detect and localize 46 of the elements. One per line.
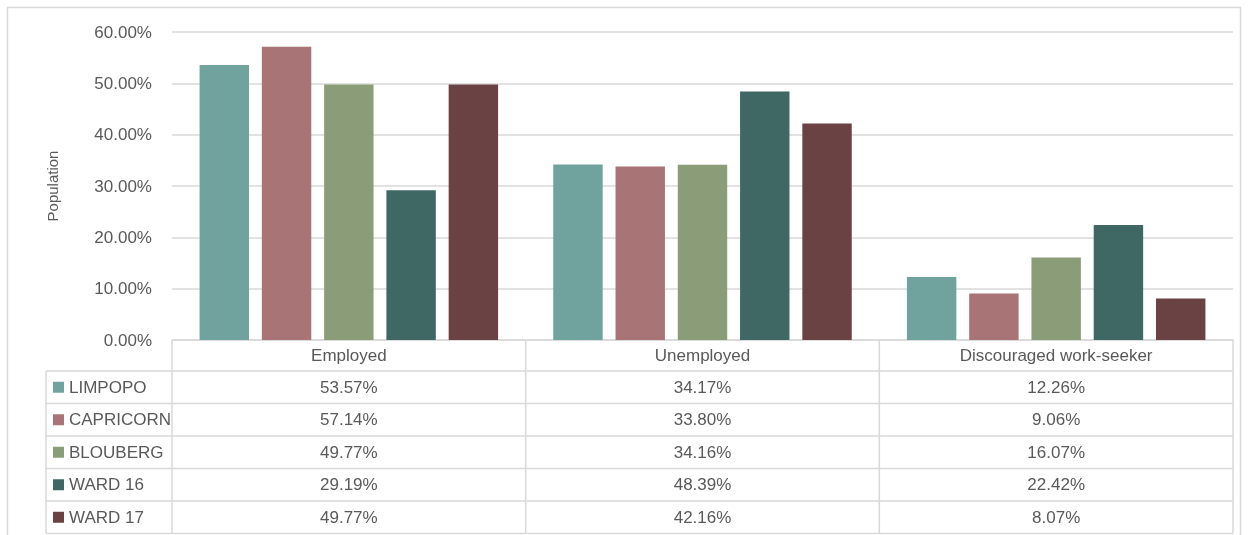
- bar: [199, 65, 250, 340]
- bar: [740, 91, 790, 340]
- data-label: 9.06%: [1032, 410, 1081, 430]
- data-label: 53.57%: [320, 377, 378, 397]
- bar: [1031, 257, 1081, 340]
- bar: [969, 293, 1019, 340]
- legend-label: BLOUBERG: [69, 442, 164, 462]
- bar: [386, 190, 436, 340]
- data-label: 42.16%: [673, 507, 732, 527]
- data-label: 34.17%: [673, 377, 732, 397]
- bar: [261, 46, 312, 340]
- y-tick-label: 60.00%: [94, 22, 152, 42]
- y-tick-label: 20.00%: [94, 227, 152, 247]
- bar: [906, 277, 957, 340]
- y-tick-label: 0.00%: [103, 330, 152, 350]
- data-label: 29.19%: [320, 475, 378, 495]
- y-axis-title: Population: [44, 150, 61, 222]
- data-label: 49.77%: [320, 507, 378, 527]
- legend-label: LIMPOPO: [69, 377, 147, 397]
- data-label: 12.26%: [1027, 377, 1085, 397]
- y-tick-label: 50.00%: [94, 73, 152, 93]
- x-tick-label: Unemployed: [654, 346, 751, 365]
- bar: [553, 164, 603, 340]
- y-tick-label: 40.00%: [94, 125, 152, 145]
- bar: [677, 164, 728, 340]
- data-label: 22.42%: [1027, 475, 1085, 495]
- legend-label: WARD 16: [69, 475, 144, 495]
- bar: [802, 123, 852, 340]
- data-label: 57.14%: [320, 410, 378, 430]
- data-label: 48.39%: [673, 475, 732, 495]
- bar: [1155, 298, 1206, 340]
- y-tick-label: 10.00%: [94, 279, 152, 299]
- legend-label: WARD 17: [69, 507, 144, 527]
- data-label: 8.07%: [1032, 507, 1081, 527]
- data-label: 34.16%: [673, 442, 732, 462]
- data-label: 16.07%: [1027, 442, 1085, 462]
- x-tick-label: Discouraged work-seeker: [959, 346, 1153, 365]
- bar: [1093, 224, 1144, 340]
- bar: [448, 84, 499, 340]
- data-label: 49.77%: [320, 442, 378, 462]
- y-tick-label: 30.00%: [94, 176, 152, 196]
- legend-label: CAPRICORN: [69, 410, 172, 430]
- data-label: 33.80%: [673, 410, 732, 430]
- bar: [615, 166, 665, 340]
- bar: [324, 84, 374, 340]
- x-tick-label: Employed: [311, 346, 387, 365]
